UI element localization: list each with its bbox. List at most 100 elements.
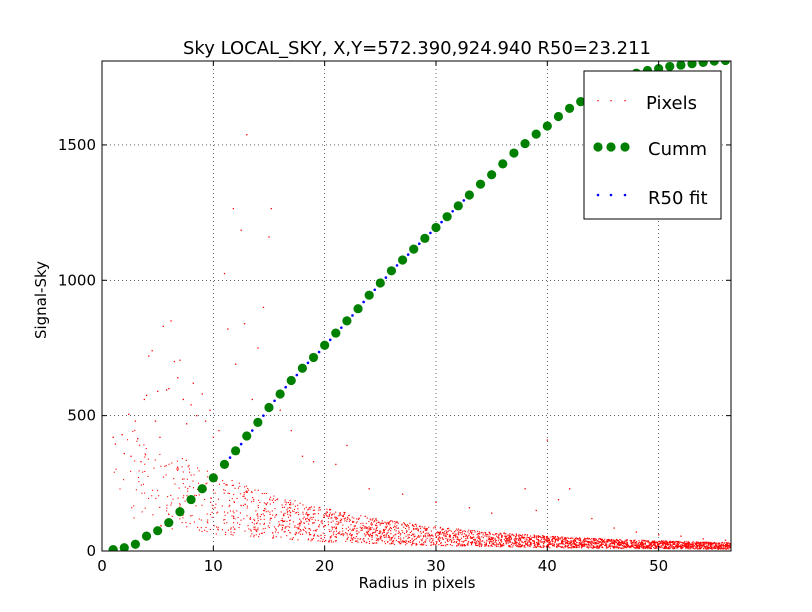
- pixel-point: [257, 517, 259, 519]
- pixel-point: [599, 546, 601, 548]
- pixel-point: [408, 537, 411, 539]
- pixel-point: [130, 455, 132, 457]
- pixel-point: [537, 542, 539, 544]
- pixel-point: [607, 540, 609, 542]
- pixel-point: [420, 535, 422, 537]
- pixel-point: [663, 546, 665, 548]
- pixel-point: [650, 542, 652, 544]
- pixel-point: [634, 545, 636, 547]
- pixel-point: [492, 543, 494, 545]
- pixel-point: [337, 523, 339, 525]
- pixel-point: [252, 497, 254, 499]
- pixel-point: [514, 541, 516, 543]
- pixel-point: [495, 533, 497, 535]
- pixel-point: [541, 537, 543, 539]
- pixel-point: [223, 482, 225, 485]
- pixel-point: [704, 545, 706, 547]
- pixel-point: [523, 546, 525, 548]
- pixel-point: [310, 529, 312, 531]
- pixel-point: [284, 526, 286, 528]
- pixel-point: [351, 541, 353, 543]
- pixel-point: [328, 539, 330, 541]
- pixel-point: [604, 544, 606, 546]
- pixel-point: [281, 524, 283, 526]
- pixel-point: [417, 530, 419, 532]
- pixel-point: [298, 532, 300, 534]
- pixel-point: [420, 531, 422, 533]
- pixel-point: [371, 524, 373, 526]
- pixel-point: [130, 470, 132, 472]
- pixel-point: [729, 545, 731, 547]
- pixel-point: [578, 546, 580, 548]
- pixel-point: [591, 543, 593, 545]
- pixel-point: [234, 487, 236, 489]
- pixel-point: [609, 547, 612, 549]
- pixel-point: [703, 543, 705, 545]
- pixel-point: [449, 539, 451, 541]
- pixel-point: [482, 537, 484, 539]
- pixel-point: [400, 539, 402, 541]
- pixel-point: [593, 546, 595, 548]
- pixel-point: [578, 544, 580, 546]
- pixel-point: [230, 528, 232, 530]
- pixel-point: [255, 534, 257, 536]
- pixel-point: [655, 546, 658, 548]
- pixel-point: [363, 537, 365, 540]
- pixel-point: [344, 517, 347, 519]
- pixel-point: [200, 527, 202, 529]
- pixel-point: [553, 545, 555, 547]
- pixel-point: [548, 543, 550, 545]
- pixel-point: [688, 544, 690, 546]
- cumm-point: [364, 290, 374, 300]
- pixel-point: [251, 522, 253, 524]
- pixel-point: [300, 523, 302, 525]
- pixel-point: [166, 510, 168, 512]
- pixel-point: [386, 532, 388, 534]
- pixel-point: [300, 521, 302, 523]
- pixel-point: [515, 544, 517, 546]
- pixel-point: [459, 539, 461, 541]
- pixel-point: [155, 497, 157, 499]
- pixel-point: [437, 534, 439, 536]
- pixel-point: [497, 540, 499, 542]
- pixel-point: [625, 546, 627, 548]
- pixel-point: [601, 538, 603, 540]
- pixel-point: [446, 533, 449, 535]
- pixel-point: [414, 528, 416, 530]
- pixel-point: [471, 542, 473, 544]
- pixel-point: [578, 539, 580, 541]
- pixel-point: [363, 541, 366, 543]
- pixel-point: [143, 444, 145, 446]
- pixel-point: [394, 534, 396, 536]
- pixel-point: [435, 532, 437, 534]
- pixel-point: [144, 453, 146, 455]
- pixel-point: [598, 547, 600, 549]
- pixel-point: [207, 476, 209, 478]
- pixel-point: [414, 523, 416, 526]
- pixel-point: [562, 542, 564, 544]
- pixel-point: [552, 540, 554, 542]
- pixel-point: [349, 539, 352, 542]
- pixel-point: [311, 539, 313, 541]
- pixel-point: [313, 506, 315, 508]
- pixel-point: [424, 540, 426, 543]
- pixel-point: [384, 534, 386, 536]
- pixel-point: [422, 531, 424, 533]
- pixel-point: [424, 526, 426, 528]
- pixel-point: [327, 521, 329, 523]
- pixel-point: [482, 540, 484, 542]
- pixel-point: [450, 540, 453, 542]
- pixel-point: [536, 538, 538, 541]
- cumm-point: [108, 545, 118, 551]
- pixel-point: [371, 542, 374, 544]
- pixel-point: [147, 458, 149, 460]
- pixel-point: [284, 531, 286, 533]
- pixel-point: [374, 542, 376, 544]
- pixel-point: [614, 540, 617, 542]
- pixel-point: [510, 543, 513, 546]
- pixel-point: [422, 544, 424, 546]
- pixel-point: [122, 479, 125, 481]
- pixel-point: [524, 533, 526, 536]
- pixel-point: [376, 525, 378, 527]
- pixel-point: [269, 499, 271, 501]
